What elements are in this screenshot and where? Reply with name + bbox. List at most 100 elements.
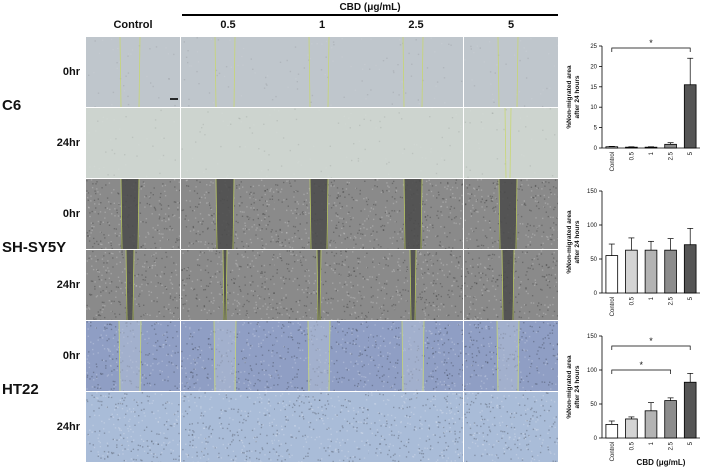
significance-bracket: [611, 345, 691, 350]
bar: [644, 249, 658, 294]
micrograph-tile: [181, 392, 275, 462]
bar: [644, 410, 658, 439]
x-tick-label: 2.5: [669, 151, 675, 160]
micrograph-tile: [464, 179, 558, 249]
micrograph-tile: [464, 108, 558, 178]
micrograph-tile: [369, 392, 463, 462]
x-axis-label: CBD (μg/mL): [637, 458, 686, 467]
bar: [605, 255, 619, 294]
micrograph-tile: [86, 392, 180, 462]
micrograph-tile: [275, 250, 369, 320]
x-tick-label: 5: [688, 441, 694, 445]
cell-line-label: C6: [2, 97, 22, 114]
micrograph-tile: [275, 392, 369, 462]
significance-label: *: [649, 336, 653, 346]
micrograph-tile: [86, 321, 180, 391]
y-tick-label: 15: [590, 85, 597, 91]
timepoint-label: 0hr: [62, 350, 80, 362]
micrograph-tile: [464, 37, 558, 107]
cell-line-label: SH-SY5Y: [2, 239, 67, 256]
micrograph-tile: [464, 392, 558, 462]
bar: [625, 146, 638, 149]
cbd-group-label: CBD (μg/mL): [339, 2, 401, 13]
x-tick-label: Control: [610, 152, 616, 171]
x-tick-label: 2.5: [669, 296, 675, 305]
significance-bracket: [611, 369, 671, 374]
x-tick-label: 0.5: [629, 441, 635, 450]
y-tick-label: 0: [594, 146, 598, 152]
y-tick-label: 150: [587, 189, 598, 195]
bar: [683, 381, 697, 439]
micrograph-tile: [181, 250, 275, 320]
x-tick-label: 1: [649, 151, 655, 155]
x-tick-label: 1: [649, 296, 655, 300]
bar: [605, 146, 619, 149]
timepoint-label: 24hr: [56, 421, 80, 433]
micrograph-tile: [464, 321, 558, 391]
y-axis-label: %Non-migrated areaafter 24 hours: [566, 65, 581, 129]
column-header: 2.5: [408, 19, 424, 31]
timepoint-label: 0hr: [62, 208, 80, 220]
y-tick-label: 0: [594, 291, 598, 297]
y-tick-label: 50: [590, 402, 597, 408]
x-tick-label: Control: [610, 442, 616, 461]
x-tick-label: 0.5: [629, 296, 635, 305]
micrograph-tile: [369, 250, 463, 320]
significance-bracket: [611, 47, 691, 52]
bar: [605, 424, 619, 439]
micrograph-tile: [181, 37, 275, 107]
significance-label: *: [639, 360, 643, 370]
cell-line-label: HT22: [2, 381, 39, 398]
column-header: Control: [113, 19, 153, 31]
y-tick-label: 150: [587, 334, 598, 340]
micrograph-tile: [369, 179, 463, 249]
x-tick-label: 5: [688, 151, 694, 155]
micrograph-tile: [275, 321, 369, 391]
timepoint-label: 0hr: [62, 66, 80, 78]
y-tick-label: 5: [594, 126, 598, 132]
timepoint-label: 24hr: [56, 137, 80, 149]
bar: [664, 143, 677, 149]
x-tick-label: 5: [688, 296, 694, 300]
bar: [683, 244, 697, 294]
bar: [625, 418, 638, 439]
micrograph-tile: [86, 179, 180, 249]
x-tick-label: Control: [610, 297, 616, 316]
bar: [683, 84, 697, 149]
micrograph-tile: [369, 321, 463, 391]
cbd-group-bracket: [182, 14, 558, 16]
y-tick-label: 100: [587, 368, 598, 374]
micrograph-tile: [464, 250, 558, 320]
column-header: 0.5: [220, 19, 236, 31]
micrograph-tile: [86, 108, 180, 178]
bar-chart: 0 50 100 150 %Non-migrated areaafter 24 hour…: [566, 189, 700, 316]
bar: [625, 249, 638, 294]
y-tick-label: 25: [590, 44, 597, 50]
y-tick-label: 100: [587, 223, 598, 229]
micrograph-tile: [275, 37, 369, 107]
y-axis-label: %Non-migrated areaafter 24 hours: [566, 210, 581, 274]
micrograph-tile: [181, 321, 275, 391]
timepoint-label: 24hr: [56, 279, 80, 291]
y-tick-label: 0: [594, 436, 598, 442]
micrograph-tile: [86, 37, 180, 107]
y-axis-label: %Non-migrated areaafter 24 hours: [566, 355, 581, 419]
x-tick-label: 2.5: [669, 441, 675, 450]
significance-label: *: [649, 38, 653, 48]
y-tick-label: 10: [590, 105, 597, 111]
bar: [664, 400, 677, 439]
x-tick-label: 1: [649, 441, 655, 445]
bar-chart: 0 50 100 150 %Non-migrated areaafter 24 hour…: [566, 334, 700, 467]
micrograph-tile: [369, 37, 463, 107]
column-header: 5: [507, 19, 515, 31]
micrograph-tile: [275, 108, 369, 178]
y-tick-label: 20: [590, 64, 597, 70]
x-tick-label: 0.5: [629, 151, 635, 160]
micrograph-tile: [181, 179, 275, 249]
micrograph-tile: [275, 179, 369, 249]
bar: [644, 146, 658, 149]
micrograph-tile: [86, 250, 180, 320]
bar: [664, 249, 677, 294]
micrograph-tile: [369, 108, 463, 178]
